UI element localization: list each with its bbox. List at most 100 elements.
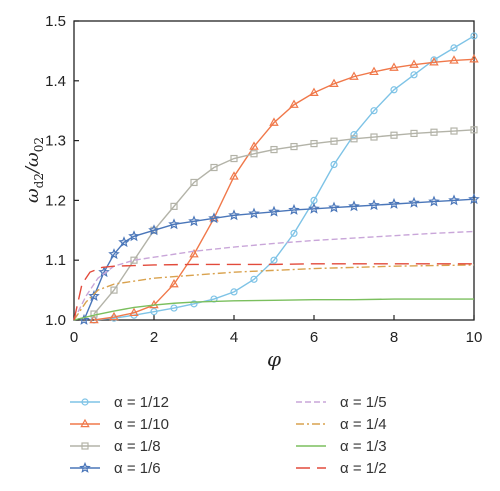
- data-point: [390, 131, 398, 139]
- data-point: [450, 44, 458, 52]
- legend-marker: [79, 461, 91, 473]
- series-2: [89, 54, 479, 324]
- data-point: [429, 57, 439, 66]
- legend-item: α = 1/12: [70, 394, 169, 411]
- series-line: [93, 129, 475, 315]
- data-point: [89, 314, 99, 324]
- axis-ticks: 0 2 4 6 8 10 1.0 1.1 1.2 1.3 1.4 1.5: [45, 13, 482, 346]
- x-tick-label: 10: [466, 329, 483, 346]
- y-title-main-sub: d2: [32, 173, 46, 188]
- legend-item: α = 1/4: [296, 416, 387, 433]
- legend-label: α = 1/12: [114, 394, 169, 411]
- data-point: [229, 171, 239, 180]
- legend-label: α = 1/10: [114, 416, 169, 433]
- y-tick-label: 1.3: [45, 133, 66, 150]
- data-point: [250, 275, 258, 283]
- series-line: [73, 230, 475, 321]
- x-tick-label: 0: [70, 329, 78, 346]
- y-title-main: ω: [22, 188, 43, 203]
- series-line: [73, 298, 474, 321]
- data-point: [328, 201, 340, 213]
- series-8: [73, 263, 474, 321]
- legend-label: α = 1/4: [340, 416, 387, 433]
- data-point: [208, 212, 220, 224]
- legend-item: α = 1/2: [296, 460, 387, 477]
- data-point: [290, 229, 298, 237]
- data-point: [470, 126, 478, 134]
- data-point: [289, 99, 299, 108]
- data-point: [270, 256, 278, 264]
- legend-item: α = 1/6: [70, 460, 161, 477]
- data-point: [250, 150, 258, 158]
- data-point: [409, 59, 419, 68]
- data-point: [330, 137, 338, 145]
- data-point: [248, 207, 260, 219]
- data-point: [288, 203, 300, 215]
- y-title-den: ω: [22, 152, 43, 167]
- legend-label: α = 1/3: [340, 438, 387, 455]
- data-point: [170, 304, 178, 312]
- data-point: [349, 71, 359, 80]
- x-axis-title: φ: [267, 347, 281, 371]
- data-point: [170, 202, 178, 210]
- data-point: [428, 195, 440, 207]
- data-point: [329, 78, 339, 87]
- series-5: [73, 230, 475, 321]
- y-title-den-sub: 02: [32, 137, 46, 152]
- data-point: [469, 54, 479, 63]
- data-point: [129, 307, 139, 317]
- data-point: [308, 202, 320, 214]
- data-point: [368, 199, 380, 211]
- series-line: [83, 198, 475, 321]
- data-point: [390, 86, 398, 94]
- y-tick-label: 1.4: [45, 73, 66, 90]
- data-point: [449, 55, 459, 64]
- data-point: [230, 288, 238, 296]
- data-point: [369, 66, 379, 76]
- data-point: [348, 200, 360, 212]
- legend-item: α = 1/3: [296, 438, 387, 455]
- data-point: [268, 205, 280, 217]
- data-point: [470, 32, 478, 40]
- series-line: [73, 263, 474, 321]
- data-point: [148, 224, 160, 236]
- data-point: [410, 129, 418, 138]
- data-point: [450, 127, 458, 135]
- legend-marker: [80, 418, 90, 428]
- data-point: [290, 142, 298, 151]
- data-point: [249, 141, 259, 150]
- data-point: [108, 248, 120, 260]
- data-point: [210, 163, 218, 172]
- data-point: [118, 236, 130, 248]
- data-point: [88, 289, 100, 302]
- y-tick-label: 1.5: [45, 13, 66, 30]
- legend-item: α = 1/10: [70, 416, 169, 433]
- legend-item: α = 1/8: [70, 438, 161, 455]
- data-point: [388, 197, 400, 209]
- series-1: [90, 32, 478, 324]
- legend-label: α = 1/8: [114, 438, 161, 455]
- data-point: [110, 286, 118, 294]
- legend-marker: [81, 398, 89, 406]
- data-point: [448, 194, 460, 206]
- data-point: [230, 154, 238, 163]
- data-point: [128, 230, 140, 242]
- legend-item: α = 1/5: [296, 394, 387, 411]
- data-point: [350, 135, 358, 143]
- legend-label: α = 1/2: [340, 460, 387, 477]
- data-point: [330, 160, 338, 169]
- x-tick-label: 4: [230, 329, 238, 346]
- svg-text:ωd2/ω02: ωd2/ω02: [22, 137, 46, 203]
- series-line: [93, 58, 475, 321]
- data-point: [410, 71, 418, 79]
- data-point: [389, 62, 399, 71]
- y-tick-label: 1.0: [45, 312, 66, 329]
- y-tick-label: 1.2: [45, 192, 66, 209]
- series-line: [93, 35, 475, 321]
- series-line: [73, 264, 475, 321]
- series-6: [73, 264, 475, 321]
- series-7: [73, 298, 474, 321]
- data-point: [189, 248, 199, 258]
- legend: α = 1/12 α = 1/10 α = 1/8 α = 1/6 α = 1/5 α =…: [70, 394, 387, 477]
